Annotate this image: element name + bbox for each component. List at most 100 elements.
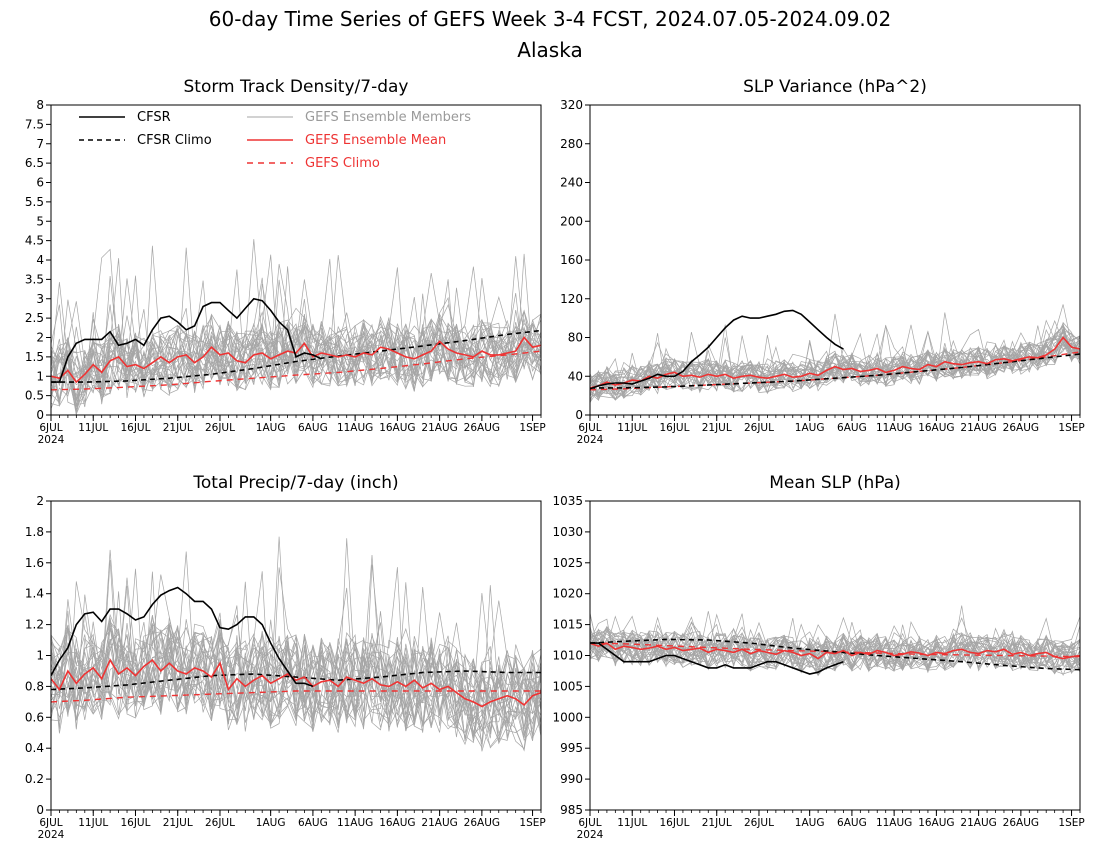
panel-title: Storm Track Density/7-day <box>184 77 409 97</box>
ensemble-member-line <box>590 324 1080 399</box>
x-tick-label: 16JUL <box>659 422 689 434</box>
x-tick-label: 21AUG <box>421 422 457 434</box>
x-tick-label: 16AUG <box>918 817 954 829</box>
ensemble-member-line <box>590 328 1080 394</box>
x-tick-label: 1AUG <box>795 817 825 829</box>
x-tick-label: 1SEP <box>519 422 545 434</box>
legend-label-members: GEFS Ensemble Members <box>305 110 471 125</box>
y-tick-label: 1025 <box>552 556 583 570</box>
x-tick-label: 21AUG <box>960 817 996 829</box>
y-tick-label: 2 <box>36 331 44 345</box>
x-tick-label: 11JUL <box>617 817 647 829</box>
x-tick-sublabel: 2024 <box>577 434 604 446</box>
x-tick-label: 26AUG <box>464 422 500 434</box>
figure-title-line2: Alaska <box>517 38 582 62</box>
y-tick-label: 0 <box>36 408 44 422</box>
y-tick-label: 240 <box>560 176 583 190</box>
y-tick-label: 120 <box>560 292 583 306</box>
series-cfsr-climo <box>51 329 541 383</box>
series-cfsr-climo <box>590 353 1080 389</box>
series-cfsr <box>590 642 844 675</box>
legend-label-cfsr-climo: CFSR Climo <box>137 133 212 148</box>
ensemble-member-line <box>590 328 1080 398</box>
y-tick-label: 1005 <box>552 679 583 693</box>
y-tick-label: 1 <box>36 649 44 663</box>
x-tick-label: 6JUL <box>39 422 62 434</box>
legend: CFSR CFSR Climo GEFS Ensemble Members GEFS … <box>79 110 471 171</box>
legend-label-ens-mean: GEFS Ensemble Mean <box>305 133 446 148</box>
y-tick-label: 6 <box>36 176 44 190</box>
ensemble-member-line <box>51 549 541 737</box>
y-tick-label: 990 <box>560 772 583 786</box>
x-tick-label: 16JUL <box>120 422 150 434</box>
panel-slp-variance: SLP Variance (hPa^2) 0 40 80 120 160 200 240 280… <box>560 77 1085 446</box>
x-tick-label: 21JUL <box>702 422 732 434</box>
y-tick-label: 3 <box>36 292 44 306</box>
ensemble-member-line <box>590 339 1080 396</box>
plot-area <box>590 605 1080 677</box>
ensemble-member-line <box>51 600 541 739</box>
x-tick-label: 1SEP <box>1058 817 1084 829</box>
x-tick-label: 26JUL <box>744 422 774 434</box>
y-tick-label: 4 <box>36 253 44 267</box>
panel-storm-track-density: Storm Track Density/7-day 0 0.5 1 1.5 2 2.5 3 3.… <box>25 77 546 446</box>
y-tick-label: 320 <box>560 98 583 112</box>
figure-title-line1: 60-day Time Series of GEFS Week 3-4 FCST… <box>209 7 891 31</box>
ensemble-member-line <box>590 614 1080 671</box>
y-tick-label: 7 <box>36 137 44 151</box>
x-tick-label: 16JUL <box>659 817 689 829</box>
y-tick-label: 1.5 <box>25 350 44 364</box>
y-tick-label: 0.8 <box>25 679 44 693</box>
series-cfsr <box>51 586 314 688</box>
ensemble-member-line <box>590 612 1080 674</box>
x-tick-label: 6AUG <box>837 422 867 434</box>
y-tick-label: 0.6 <box>25 710 44 724</box>
legend-label-gefs-climo: GEFS Climo <box>305 156 380 171</box>
plot-area <box>590 304 1080 404</box>
x-tick-label: 11AUG <box>337 817 373 829</box>
panel-title: Mean SLP (hPa) <box>769 473 901 493</box>
series-ens-mean <box>590 642 1080 660</box>
series-gefs-climo <box>51 350 541 391</box>
x-tick-label: 21JUL <box>163 817 193 829</box>
ensemble-member-line <box>51 266 541 407</box>
x-tick-label: 1SEP <box>1058 422 1084 434</box>
x-tick-label: 1AUG <box>795 422 825 434</box>
x-tick-label: 26AUG <box>1003 817 1039 829</box>
x-tick-label: 1AUG <box>256 422 286 434</box>
series-cfsr-climo <box>590 638 1080 671</box>
x-tick-label: 1AUG <box>256 817 286 829</box>
y-tick-label: 4.5 <box>25 234 44 248</box>
y-tick-label: 985 <box>560 803 583 817</box>
y-tick-label: 1020 <box>552 587 583 601</box>
x-tick-label: 21JUL <box>163 422 193 434</box>
y-tick-label: 6.5 <box>25 156 44 170</box>
ensemble-member-line <box>590 331 1080 395</box>
y-tick-label: 3.5 <box>25 272 44 286</box>
y-tick-label: 80 <box>568 331 583 345</box>
ensemble-member-line <box>51 253 541 401</box>
ensemble-member-line <box>51 577 541 743</box>
ensemble-member-line <box>51 283 541 409</box>
series-ens-mean <box>590 336 1080 389</box>
x-tick-label: 21AUG <box>421 817 457 829</box>
ensemble-members <box>51 536 541 752</box>
y-tick-label: 1000 <box>552 710 583 724</box>
x-tick-label: 16AUG <box>379 817 415 829</box>
series-gefs-climo <box>51 690 541 703</box>
y-tick-label: 1015 <box>552 618 583 632</box>
x-tick-sublabel: 2024 <box>577 829 604 841</box>
ensemble-member-line <box>51 296 541 414</box>
x-tick-sublabel: 2024 <box>38 434 65 446</box>
ensemble-member-line <box>51 574 541 730</box>
x-tick-label: 26JUL <box>205 422 235 434</box>
x-tick-label: 21JUL <box>702 817 732 829</box>
y-tick-label: 1.8 <box>25 525 44 539</box>
x-tick-label: 11AUG <box>876 422 912 434</box>
x-tick-label: 26JUL <box>744 817 774 829</box>
y-tick-label: 280 <box>560 137 583 151</box>
y-tick-label: 1010 <box>552 649 583 663</box>
x-tick-label: 6JUL <box>39 817 62 829</box>
ensemble-member-line <box>590 631 1080 675</box>
